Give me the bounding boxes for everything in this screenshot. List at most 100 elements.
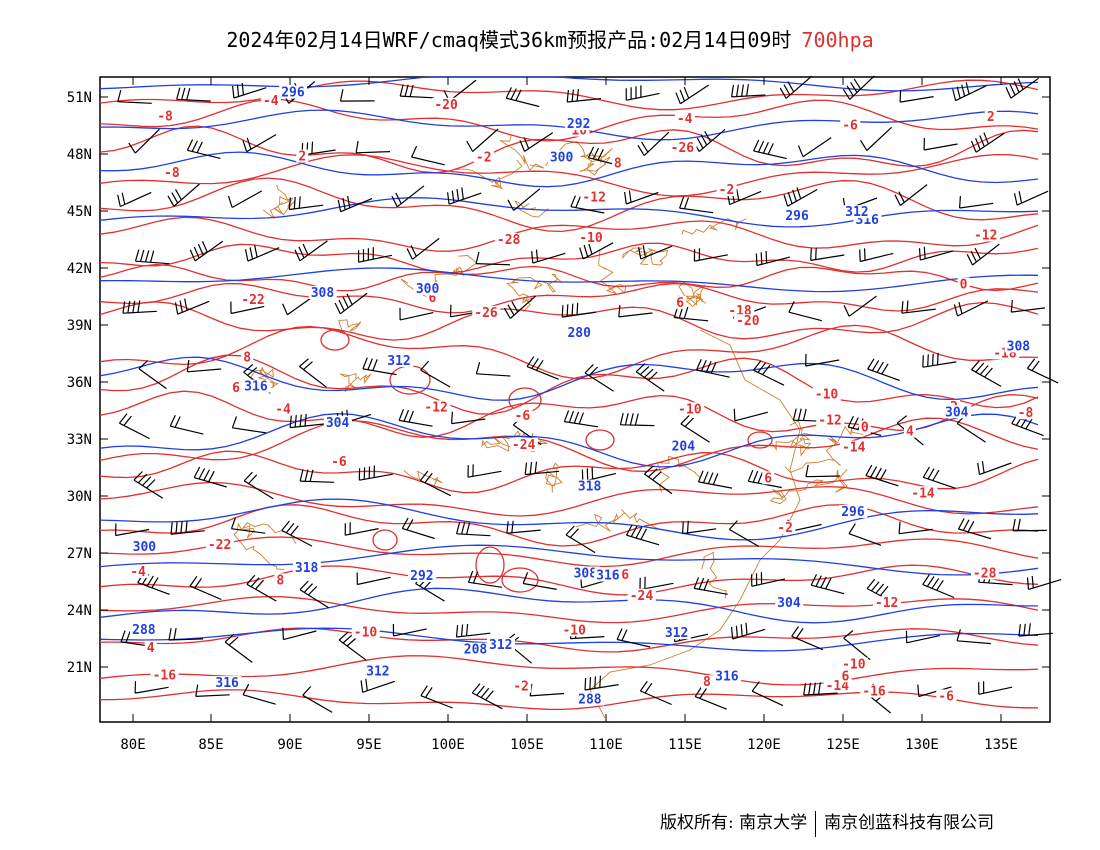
wind-barb-staff [420, 479, 452, 497]
wind-barb-feather [956, 629, 961, 641]
temperature-label-bg [351, 625, 380, 639]
temperature-label: -6 [515, 409, 531, 424]
wind-barb-feather [700, 359, 707, 372]
isotherm [99, 242, 1039, 274]
wind-barb-feather [299, 580, 309, 591]
wind-barb-feather [424, 687, 433, 698]
pressure-level: 700hpa [801, 28, 874, 52]
wind-barb-feather [398, 408, 405, 421]
wind-barb-feather [137, 473, 148, 484]
wind-barb-feather [472, 571, 479, 584]
wind-barb-staff [134, 686, 169, 694]
wind-barb-feather [859, 249, 861, 262]
temperature-label: 6 [676, 296, 684, 311]
x-tick-label: 100E [431, 737, 465, 753]
boundary-line [656, 455, 701, 493]
wind-barb-feather [303, 583, 313, 593]
wind-barb-staff [788, 311, 822, 322]
wind-barb-feather [282, 627, 284, 640]
wind-barb-feather [752, 470, 759, 483]
height-label: 312 [387, 354, 410, 369]
wind-barb-staff [420, 369, 451, 388]
wind-barb-staff [532, 252, 566, 264]
wind-barb-staff [189, 585, 222, 601]
wind-barb-feather [783, 84, 791, 96]
wind-barb-staff [899, 528, 933, 535]
temperature-label: 4 [147, 641, 155, 656]
wind-barb-feather [640, 528, 648, 540]
wind-barb-staff [302, 694, 333, 713]
wind-barb-staff [626, 534, 660, 546]
wind-barb-feather [248, 474, 258, 485]
wind-barb-staff [281, 529, 313, 547]
wind-barb-staff [731, 94, 766, 98]
wind-barb-feather [203, 469, 210, 481]
wind-barb-feather [128, 142, 136, 154]
wind-barb-staff [137, 582, 170, 595]
wind-barb-feather [137, 300, 141, 313]
wind-barb-feather [168, 628, 172, 641]
isotherm-loop [475, 546, 505, 584]
wind-barb-feather [894, 194, 901, 206]
isotherm [99, 354, 1039, 415]
wind-barb-feather [149, 250, 155, 263]
wind-barb-feather [796, 187, 802, 199]
x-tick-label: 90E [277, 737, 302, 753]
wind-barb-feather [698, 577, 705, 590]
wind-barb-feather [299, 469, 304, 482]
wind-barb-feather [355, 140, 359, 153]
wind-barb-staff [120, 191, 152, 208]
wind-barb-feather [175, 521, 178, 534]
wind-barb-feather [117, 194, 121, 207]
temperature-label: -4 [677, 112, 693, 127]
height-label-bg [547, 150, 576, 164]
wind-barb-feather [843, 630, 854, 639]
height-label: 300 [416, 282, 440, 297]
wind-barb-feather [707, 472, 714, 484]
height-label: 316 [596, 569, 620, 584]
wind-barb-feather [399, 84, 404, 97]
wind-barb-feather [639, 365, 650, 376]
wind-barb-feather [683, 197, 690, 209]
height-label-bg [364, 664, 393, 678]
height-label: 316 [715, 670, 739, 685]
wind-barb-feather [791, 626, 799, 637]
temperature-label: 6 [842, 669, 850, 684]
copyright-right: 南京创蓝科技有限公司 [824, 813, 995, 833]
wind-barb-feather [652, 471, 662, 481]
temperature-label: -12 [818, 414, 841, 429]
wind-barb-staff [626, 92, 660, 101]
wind-barb-feather [151, 577, 159, 589]
wind-barb-feather [144, 250, 150, 263]
temperature-label: -12 [424, 400, 447, 415]
temperature-label-bg [273, 402, 294, 416]
wind-barb-staff [362, 680, 395, 693]
height-label-bg [669, 439, 698, 453]
temperature-label: 8 [614, 157, 622, 172]
height-label-bg [662, 626, 691, 640]
wind-barb-feather [179, 300, 183, 313]
height-label-bg [571, 566, 600, 580]
isotherm-loop [747, 431, 773, 449]
wind-barb-feather [643, 368, 654, 378]
boundary-line [622, 247, 669, 266]
wind-barb-feather [227, 195, 233, 208]
wind-barb-feather [1017, 78, 1024, 90]
wind-barb-feather [342, 296, 349, 308]
wind-barb-feather [522, 572, 529, 584]
wind-barb-feather [285, 523, 295, 534]
wind-barb-feather [619, 412, 624, 425]
wind-barb-feather [792, 408, 797, 421]
wind-barb-feather [901, 301, 904, 314]
height-label-bg [564, 117, 593, 131]
temperature-label-bg [329, 455, 350, 469]
height-contour [99, 413, 1039, 468]
wind-barb-feather [815, 575, 822, 587]
wind-barb-feather [189, 249, 196, 262]
wind-barb-feather [584, 363, 594, 374]
wind-barb-staff [920, 250, 954, 261]
isotherm [99, 450, 1039, 494]
wind-barb-staff [900, 96, 934, 103]
wind-barb-feather [848, 523, 856, 535]
wind-barb-feather [1025, 418, 1033, 430]
